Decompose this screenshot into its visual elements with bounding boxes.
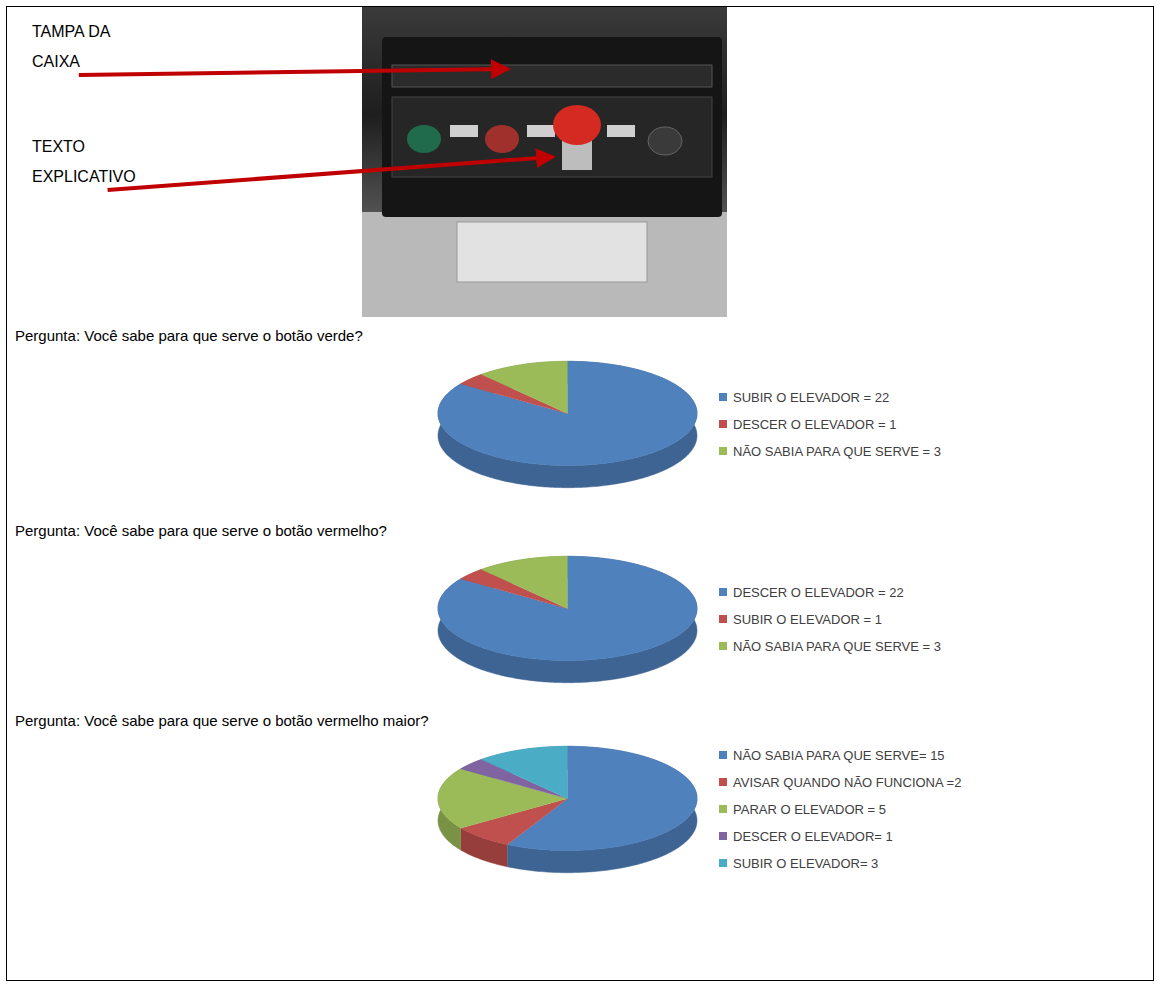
html-text:DESCER O ELEVADOR= 1: DESCER O ELEVADOR= 1 <box>733 828 893 844</box>
html-text:Pergunta: Você sabe para que s: Pergunta: Você sabe para que serve o bot… <box>15 522 387 539</box>
html-text:DESCER O ELEVADOR = 22: DESCER O ELEVADOR = 22 <box>733 584 904 600</box>
html-text:SUBIR O ELEVADOR = 22: SUBIR O ELEVADOR = 22 <box>733 389 890 405</box>
svg-text:TEXTOEXPLICATIVO: TEXTOEXPLICATIVO <box>32 138 136 185</box>
html-text:SUBIR O ELEVADOR = 1: SUBIR O ELEVADOR = 1 <box>733 611 882 627</box>
html-text:SUBIR O ELEVADOR= 3: SUBIR O ELEVADOR= 3 <box>733 855 879 871</box>
html-text:PARAR O ELEVADOR = 5: PARAR O ELEVADOR = 5 <box>733 801 886 817</box>
html-text:AVISAR QUANDO NÃO FUNCIONA =2: AVISAR QUANDO NÃO FUNCIONA =2 <box>733 774 962 790</box>
html-text:DESCER O ELEVADOR = 1: DESCER O ELEVADOR = 1 <box>733 416 897 432</box>
html-text:NÃO SABIA PARA QUE SERVE = 3: NÃO SABIA PARA QUE SERVE = 3 <box>733 443 941 459</box>
html-text:Pergunta: Você sabe para que s: Pergunta: Você sabe para que serve o bot… <box>15 712 429 729</box>
html-text:NÃO SABIA PARA QUE SERVE= 15: NÃO SABIA PARA QUE SERVE= 15 <box>733 747 945 763</box>
html-text:Pergunta: Você sabe para que s: Pergunta: Você sabe para que serve o bot… <box>15 327 363 344</box>
svg-text:TAMPA DACAIXA: TAMPA DACAIXA <box>32 23 111 70</box>
html-text:NÃO SABIA PARA QUE SERVE = 3: NÃO SABIA PARA QUE SERVE = 3 <box>733 638 941 654</box>
